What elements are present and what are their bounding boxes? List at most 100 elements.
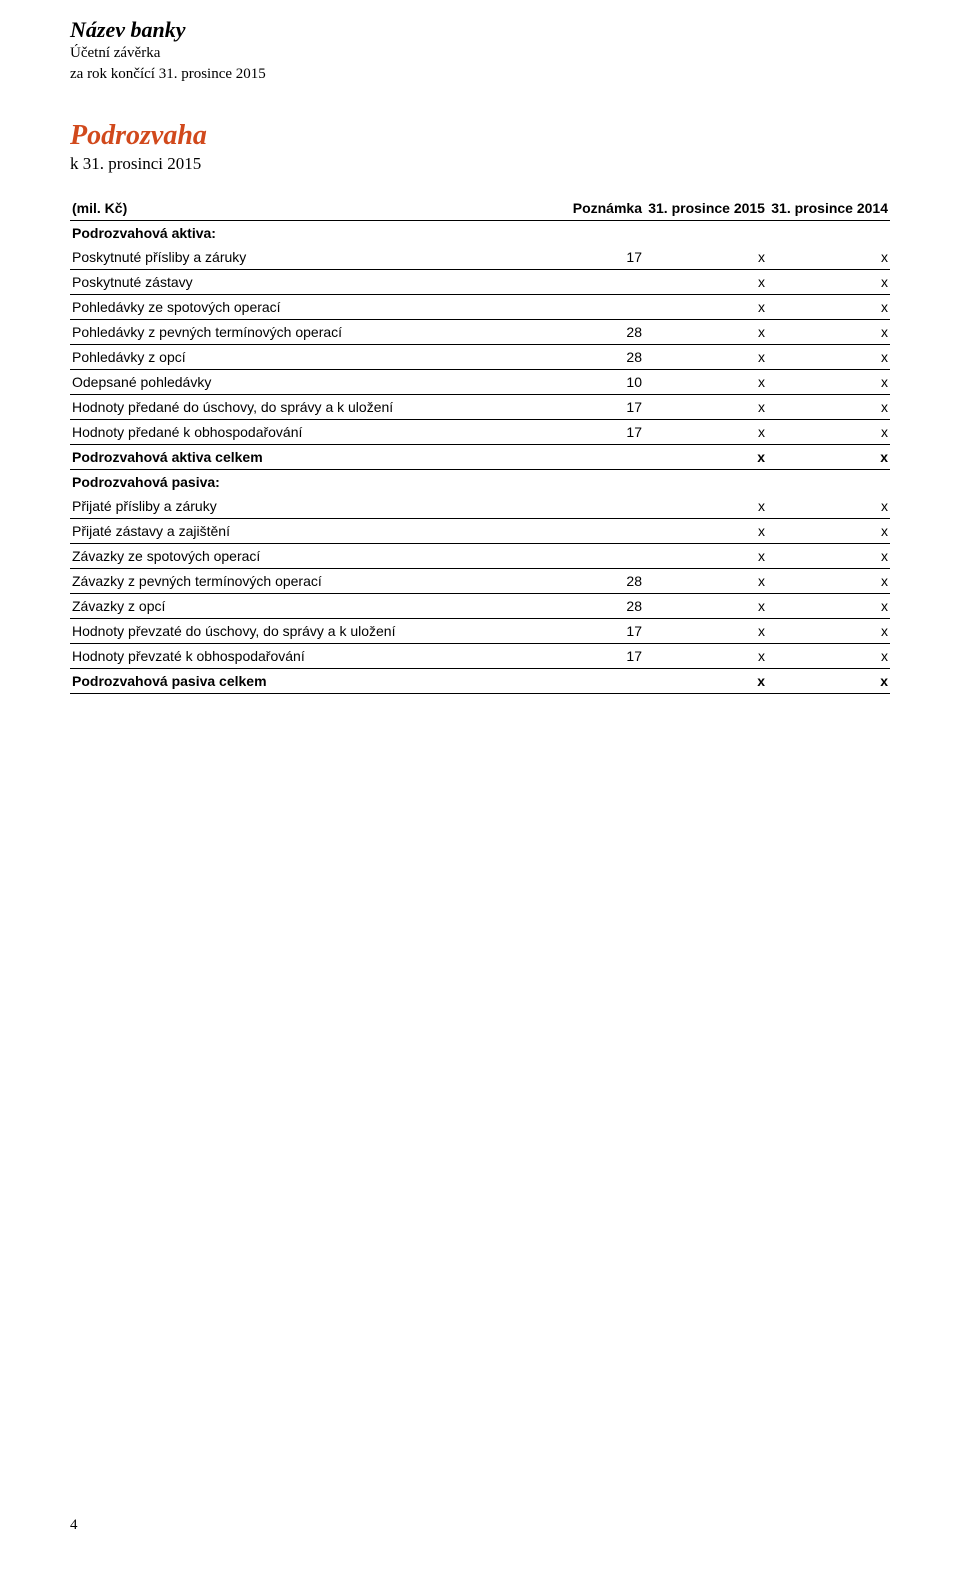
cell-2014: x [767, 518, 890, 543]
cell-2014: x [767, 494, 890, 519]
bank-name: Název banky [70, 18, 890, 42]
cell-2014: x [767, 344, 890, 369]
page: Název banky Účetní závěrka za rok končíc… [0, 0, 960, 1574]
cell-2015: x [644, 593, 767, 618]
cell-2014 [767, 220, 890, 245]
cell-2015: x [644, 518, 767, 543]
cell-2014: x [767, 269, 890, 294]
col-note: Poznámka [546, 196, 644, 221]
section-date: k 31. prosinci 2015 [70, 154, 890, 174]
table-row: Odepsané pohledávky10xx [70, 369, 890, 394]
cell-2015: x [644, 668, 767, 693]
cell-label: Závazky z opcí [70, 593, 546, 618]
cell-label: Podrozvahová pasiva: [70, 469, 546, 494]
table-row: Pohledávky ze spotových operací xx [70, 294, 890, 319]
table-row: Přijaté zástavy a zajištění xx [70, 518, 890, 543]
cell-note: 17 [546, 643, 644, 668]
cell-label: Hodnoty předané do úschovy, do správy a … [70, 394, 546, 419]
cell-2015: x [644, 344, 767, 369]
cell-label: Pohledávky ze spotových operací [70, 294, 546, 319]
cell-2014: x [767, 643, 890, 668]
cell-label: Závazky z pevných termínových operací [70, 568, 546, 593]
cell-note: 17 [546, 419, 644, 444]
cell-note [546, 668, 644, 693]
cell-label: Závazky ze spotových operací [70, 543, 546, 568]
cell-2014: x [767, 394, 890, 419]
cell-2014: x [767, 543, 890, 568]
cell-label: Pohledávky z pevných termínových operací [70, 319, 546, 344]
cell-label: Poskytnuté zástavy [70, 269, 546, 294]
cell-2015: x [644, 394, 767, 419]
table-row: Hodnoty převzaté k obhospodařování17xx [70, 643, 890, 668]
cell-note: 28 [546, 568, 644, 593]
cell-label: Přijaté přísliby a záruky [70, 494, 546, 519]
podrozvaha-table: (mil. Kč) Poznámka 31. prosince 2015 31.… [70, 196, 890, 694]
table-row: Poskytnuté přísliby a záruky17xx [70, 245, 890, 270]
cell-2015: x [644, 494, 767, 519]
cell-2014: x [767, 444, 890, 469]
cell-note [546, 543, 644, 568]
cell-2015: x [644, 444, 767, 469]
cell-2015: x [644, 618, 767, 643]
cell-label: Podrozvahová pasiva celkem [70, 668, 546, 693]
cell-label: Pohledávky z opcí [70, 344, 546, 369]
col-2014: 31. prosince 2014 [767, 196, 890, 221]
cell-label: Hodnoty převzaté do úschovy, do správy a… [70, 618, 546, 643]
cell-2015: x [644, 369, 767, 394]
cell-note [546, 444, 644, 469]
cell-2014: x [767, 668, 890, 693]
cell-note [546, 294, 644, 319]
cell-2014: x [767, 369, 890, 394]
cell-note: 28 [546, 593, 644, 618]
cell-2015: x [644, 319, 767, 344]
table-row: Pohledávky z pevných termínových operací… [70, 319, 890, 344]
cell-note: 28 [546, 319, 644, 344]
table-row: Závazky z pevných termínových operací28x… [70, 568, 890, 593]
cell-2015 [644, 469, 767, 494]
cell-2015: x [644, 543, 767, 568]
header-line-1: Účetní závěrka [70, 44, 890, 63]
header-line-2: za rok končící 31. prosince 2015 [70, 65, 890, 84]
table-row: Podrozvahová aktiva celkemxx [70, 444, 890, 469]
col-label: (mil. Kč) [70, 196, 546, 221]
table-row: Pohledávky z opcí28xx [70, 344, 890, 369]
cell-note [546, 494, 644, 519]
table-row: Hodnoty předané k obhospodařování17xx [70, 419, 890, 444]
table-row: Podrozvahová pasiva: [70, 469, 890, 494]
table-row: Hodnoty převzaté do úschovy, do správy a… [70, 618, 890, 643]
section-title: Podrozvaha [70, 120, 890, 152]
cell-2014: x [767, 245, 890, 270]
table-header-row: (mil. Kč) Poznámka 31. prosince 2015 31.… [70, 196, 890, 221]
cell-2015: x [644, 245, 767, 270]
table-row: Přijaté přísliby a záruky xx [70, 494, 890, 519]
cell-2015: x [644, 568, 767, 593]
cell-note [546, 269, 644, 294]
cell-label: Hodnoty převzaté k obhospodařování [70, 643, 546, 668]
cell-label: Odepsané pohledávky [70, 369, 546, 394]
cell-label: Podrozvahová aktiva: [70, 220, 546, 245]
table-row: Podrozvahová pasiva celkem xx [70, 668, 890, 693]
cell-note [546, 220, 644, 245]
cell-2014: x [767, 618, 890, 643]
table-row: Hodnoty předané do úschovy, do správy a … [70, 394, 890, 419]
cell-label: Hodnoty předané k obhospodařování [70, 419, 546, 444]
table-row: Podrozvahová aktiva: [70, 220, 890, 245]
table-row: Závazky z opcí28xx [70, 593, 890, 618]
cell-2014: x [767, 419, 890, 444]
cell-2015 [644, 220, 767, 245]
cell-note: 28 [546, 344, 644, 369]
cell-2015: x [644, 294, 767, 319]
table-row: Poskytnuté zástavy xx [70, 269, 890, 294]
cell-2015: x [644, 269, 767, 294]
col-2015: 31. prosince 2015 [644, 196, 767, 221]
cell-note [546, 518, 644, 543]
cell-note: 17 [546, 394, 644, 419]
cell-note: 10 [546, 369, 644, 394]
cell-note: 17 [546, 618, 644, 643]
cell-2014: x [767, 294, 890, 319]
cell-2015: x [644, 643, 767, 668]
cell-2014: x [767, 319, 890, 344]
table-row: Závazky ze spotových operací xx [70, 543, 890, 568]
cell-note [546, 469, 644, 494]
cell-label: Přijaté zástavy a zajištění [70, 518, 546, 543]
